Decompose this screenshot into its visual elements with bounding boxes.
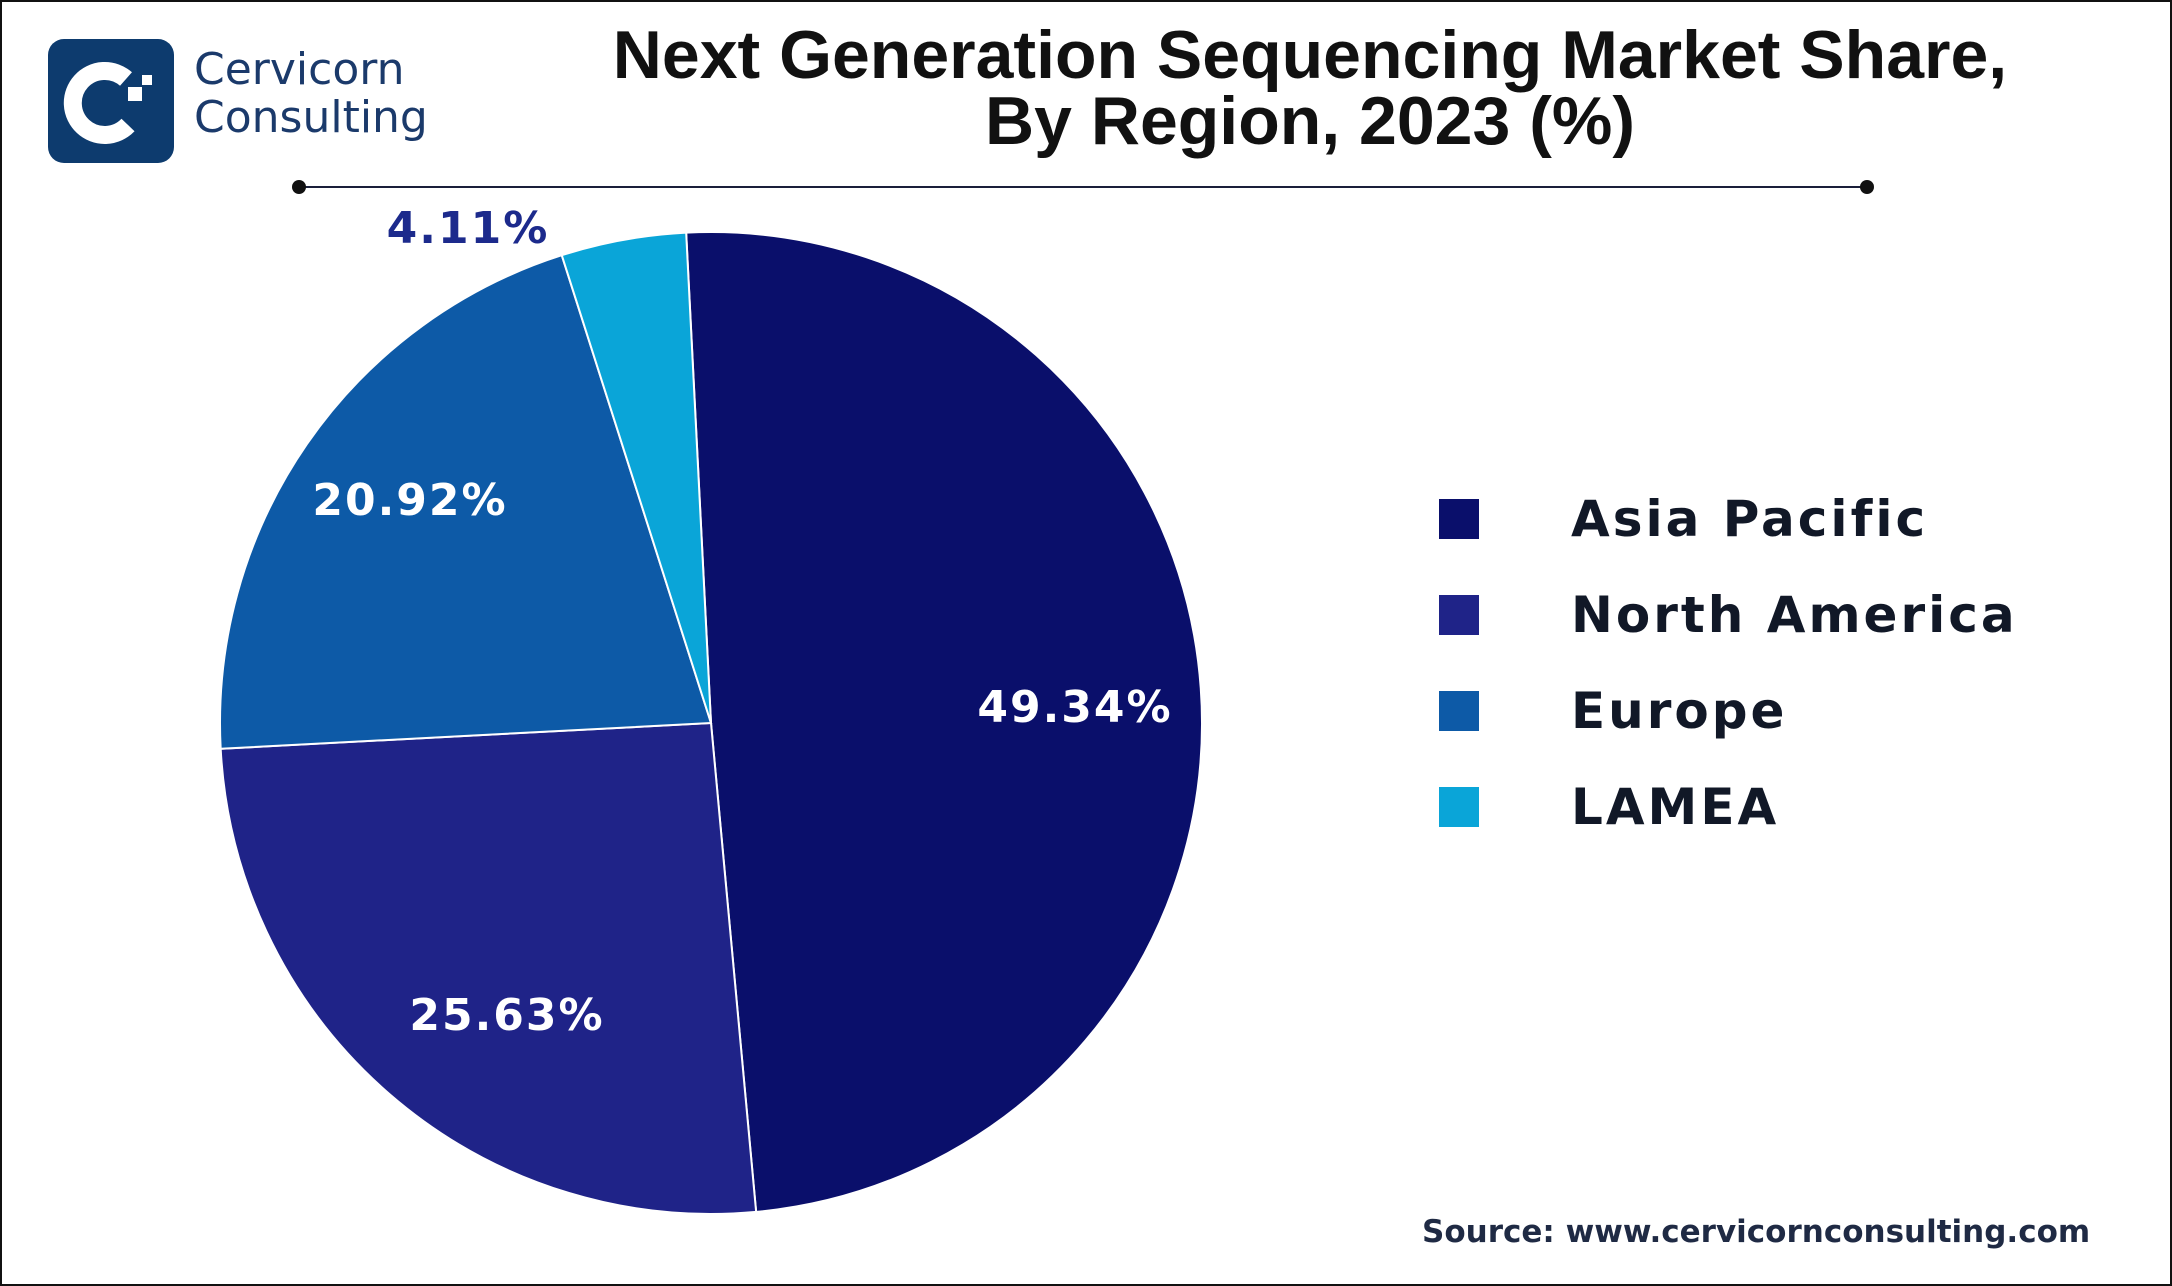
legend-label: LAMEA: [1571, 778, 1780, 836]
legend-swatch: [1439, 499, 1479, 539]
pie-slice-asia-pacific: [685, 231, 1203, 1214]
source-text: Source: www.cervicornconsulting.com: [1422, 1214, 2091, 1250]
title-line-1: Next Generation Sequencing Market Share,: [612, 17, 2008, 93]
legend-swatch: [1439, 691, 1479, 731]
title-divider: [299, 186, 1867, 188]
legend-item: North America: [1439, 586, 2018, 644]
legend-label: Europe: [1571, 682, 1788, 740]
pie-slice-europe: [219, 253, 713, 750]
logo-text: Cervicorn Consulting: [194, 46, 428, 142]
pie-slice-lamea: [560, 231, 712, 724]
legend-swatch: [1439, 595, 1479, 635]
pie-slice-north-america: [219, 721, 758, 1215]
legend-item: Europe: [1439, 682, 1787, 740]
legend-swatch: [1439, 787, 1479, 827]
legend-label: Asia Pacific: [1571, 490, 1929, 548]
logo-line-1: Cervicorn: [194, 44, 405, 95]
logo-icon: [48, 39, 174, 163]
title-line-2: By Region, 2023 (%): [985, 83, 1635, 159]
legend-item: Asia Pacific: [1439, 490, 1928, 548]
divider-dot-left: [292, 180, 306, 194]
legend-item: LAMEA: [1439, 778, 1779, 836]
logo-line-2: Consulting: [194, 92, 428, 143]
data-label-asia-pacific: 49.34%: [977, 682, 1172, 733]
divider-dot-right: [1860, 180, 1874, 194]
chart-title: Next Generation Sequencing Market Share,…: [500, 17, 2120, 159]
legend-label: North America: [1571, 586, 2018, 644]
data-label-europe: 20.92%: [312, 475, 507, 526]
data-label-north-america: 25.63%: [409, 990, 604, 1041]
data-label-lamea: 4.11%: [387, 203, 550, 254]
